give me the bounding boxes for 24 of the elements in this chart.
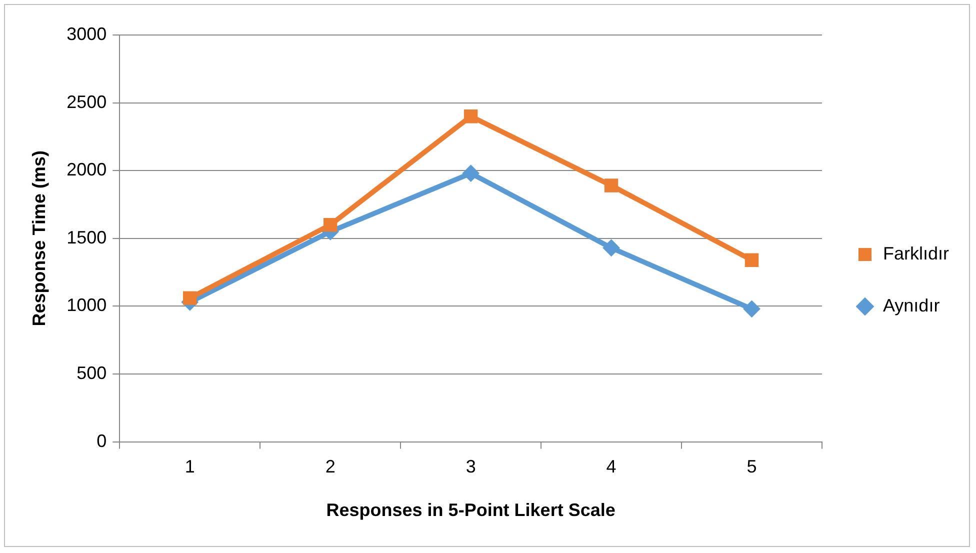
x-tick-label: 4	[606, 456, 616, 477]
x-tick-label: 1	[184, 456, 195, 477]
x-tick-label: 2	[325, 456, 336, 477]
y-tick-label: 500	[76, 362, 107, 383]
x-axis-title: Responses in 5-Point Likert Scale	[326, 500, 616, 520]
point	[743, 300, 760, 318]
y-tick-label: 1500	[66, 227, 107, 248]
legend-label: Farklıdır	[882, 243, 950, 264]
point	[323, 218, 338, 232]
y-axis-title: Response Time (ms)	[28, 150, 49, 326]
point	[602, 239, 620, 256]
point	[744, 253, 759, 267]
point	[464, 109, 478, 124]
point	[604, 178, 618, 192]
y-tick-label: 1000	[66, 295, 107, 316]
point	[462, 164, 480, 182]
point	[183, 291, 197, 305]
y-tick-label: 2000	[66, 160, 107, 180]
y-tick-label: 0	[96, 430, 107, 451]
x-tick-label: 3	[466, 456, 476, 477]
y-tick-label: 2500	[66, 92, 107, 112]
y-tick-label: 3000	[66, 24, 107, 44]
x-tick-label: 5	[746, 456, 757, 477]
legend-label: Aynıdır	[882, 295, 940, 316]
